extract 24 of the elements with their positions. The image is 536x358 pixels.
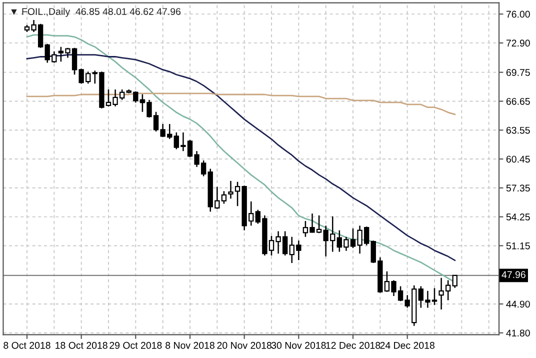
- x-tick-label: 8 Oct 2018: [4, 342, 50, 349]
- y-tick-label: 76.00: [506, 10, 530, 18]
- y-tick-label: 57.35: [506, 184, 530, 192]
- x-tick-label: 29 Oct 2018: [110, 342, 162, 349]
- x-tick-label: 12 Dec 2018: [326, 342, 380, 349]
- y-tick-label: 69.75: [506, 69, 530, 76]
- line-series: [26, 92, 456, 116]
- candlestick: [452, 274, 458, 289]
- x-tick-label: 20 Nov 2018: [217, 342, 272, 349]
- y-tick-label: 72.90: [506, 40, 530, 47]
- x-tick-label: 18 Oct 2018: [56, 342, 108, 349]
- x-tick-label: 24 Dec 2018: [380, 342, 434, 349]
- x-tick-label: 30 Nov 2018: [271, 342, 326, 349]
- y-tick-label: 41.80: [506, 330, 530, 336]
- y-tick-label: 66.65: [506, 98, 530, 105]
- y-tick-label: 44.90: [506, 300, 530, 308]
- ref-line-label: 47.96: [502, 271, 526, 278]
- y-tick-label: 51.15: [506, 242, 530, 250]
- y-tick-label: 63.55: [506, 126, 530, 134]
- candlestick: [228, 180, 234, 200]
- y-tick-label: 54.25: [506, 214, 530, 220]
- chart-title: ▼ FOIL.,Daily 46.85 48.01 46.62 47.96: [11, 8, 181, 17]
- x-tick-label: 8 Nov 2018: [166, 342, 214, 349]
- y-tick-label: 60.45: [506, 156, 530, 163]
